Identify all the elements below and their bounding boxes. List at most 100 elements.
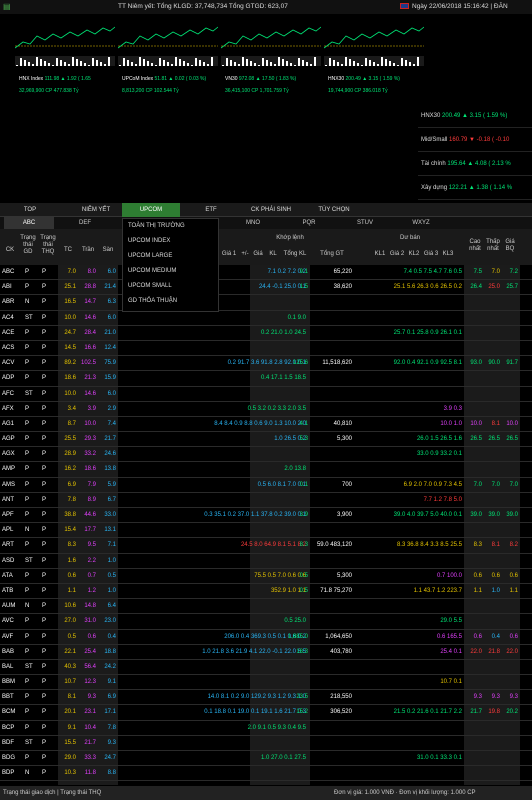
table-row[interactable]: ACE P P 24.7 28.4 21.0 0.2 21.0 1.0 24.5 25.7 0… [0,326,532,341]
status-gd: P [25,344,30,351]
status-gd: P [25,436,30,443]
index-label: HNX30 200.49 ▲ 3.15 ( 1.59 %) [328,76,400,83]
table-row[interactable]: AUM N P 10.6 14.8 6.4 [0,599,532,615]
table-row[interactable]: ATB P P 1.1 1.2 1.0 352.9 1.0 1.1 0.5 71.8 75,27… [0,584,532,600]
table-row[interactable]: AFC ST P 10.0 14.6 6.0 [0,387,532,402]
total-value: 3,900 [336,512,352,518]
table-row[interactable]: ADP P P 18.6 21.3 15.9 0.4 17.1 1.5 18.5 [0,371,532,387]
table-row[interactable]: BCM P P 20.1 23.1 17.1 0.1 18.8 0.1 19.0 0.1 1… [0,705,532,721]
status-gd: ST [25,557,33,564]
sector-index-row[interactable]: Mid/Small 160.79 ▼ -0.18 ( -0.10 [418,128,532,152]
tab-tùy-chọn[interactable]: TÙY CHỌN [318,207,350,213]
dropdown-item[interactable]: GD THỎA THUẬN [128,298,178,304]
subtab-wxyz[interactable]: WXYZ [412,220,430,226]
low-price: 26.5 [488,436,500,443]
ref-price: 27.0 [64,618,76,625]
table-row[interactable]: AFX P P 3.4 3.9 2.9 0.5 3.2 0.2 3.3 2.0 3.5 3.9… [0,402,532,417]
table-row[interactable]: ACV P P 89.2 102.5 75.9 0.2 91.7 3.6 91.8 2.8 … [0,356,532,372]
footer-legend[interactable]: Trạng thái giao dịch | Trạng thái THQ [3,790,102,796]
dropdown-item[interactable]: TOÀN THỊ TRƯỜNG [128,223,185,229]
high-price: 93.0 [470,360,482,367]
table-row[interactable]: AGP P P 25.5 29.3 21.7 1.0 26.5 0.2 5.3 5,300 26.… [0,432,532,448]
subtab-mno[interactable]: MNO [246,220,260,226]
table-row[interactable]: APL N P 15.4 17.7 13.1 [0,523,532,539]
index-chart[interactable] [324,22,424,86]
table-row[interactable]: AGX P P 28.9 33.2 24.6 33.0 0.9 33.2 0.1 [0,447,532,463]
tab-top[interactable]: TOP [23,207,37,213]
floor-price: 1.0 [107,587,116,594]
table-row[interactable]: BAL ST P 40.3 56.4 24.2 [0,660,532,676]
table-row[interactable]: BDP N P 10.3 11.8 8.8 [0,766,532,782]
table-row[interactable]: ABI P P 25.1 28.8 21.4 24.4 -0.1 25.0 0.1 1.5 38… [0,280,532,296]
table-row[interactable]: ANT P P 7.8 8.9 6.7 7.7 1.2 7.8 5.0 [0,493,532,508]
status-thq: P [42,269,47,275]
col-ask3: Giá 3 [423,251,439,257]
col-price: Giá [253,251,263,257]
floor-price: 12.4 [104,344,116,351]
dropdown-item[interactable]: UPCOM INDEX [128,238,171,244]
dropdown-item[interactable]: UPCOM LARGE [128,253,173,259]
index-chart[interactable] [221,22,321,86]
table-row[interactable]: BDT P P 10.712.39.1 4.0 9.2 0.2 10.0 10.5 1.… [0,781,532,785]
chart-icon[interactable]: ▤ [3,2,11,11]
table-row[interactable]: BBT P P 8.1 9.3 6.9 14.0 8.1 0.2 9.0 129.2 9.3… [0,690,532,706]
total-value: 40,810 [333,420,352,427]
index-change: ▲ 0.02 ( 0.03 %) [168,76,207,82]
table-row[interactable]: AMS P P 6.9 7.9 5.9 0.5 6.0 8.1 7.0 0.1 0.1 700 6… [0,478,532,493]
ceil-price: 10.0 [84,420,96,427]
floor-price: 2.9 [107,405,116,412]
tab-upcom[interactable]: UPCOM [122,203,180,217]
table-row[interactable]: BDG P P 29.0 33.3 24.7 1.0 27.0 0.1 27.5 31.0 0… [0,751,532,767]
subtab-stuv[interactable]: STUV [356,220,373,226]
status-gd: P [25,694,30,701]
table-row[interactable]: AG1 P P 8.7 10.0 7.4 8.4 8.4 0.9 8.8 0.6 9.0 1… [0,417,532,433]
ceil-price: 0.7 [87,572,96,579]
floor-price: 23.0 [104,618,116,625]
table-row[interactable]: BDF ST P 15.5 21.7 9.3 [0,736,532,751]
table-row[interactable]: ART P P 8.3 9.5 7.1 24.5 8.0 64.9 8.1 5.1 8.2 8… [0,538,532,554]
sector-index-row[interactable]: HNX30 200.49 ▲ 3.15 ( 1.59 %) [418,104,532,128]
table-row[interactable]: ABR N P 16.5 14.7 6.3 [0,295,532,311]
ceil-price: 3.9 [87,405,96,412]
table-row[interactable]: AC4 ST P 10.0 14.6 6.0 0.1 9.0 [0,311,532,326]
ref-price: 40.3 [64,663,76,670]
dropdown-item[interactable]: UPCOM SMALL [128,283,172,289]
ask-cells: 7.4 0.5 7.5 4.7 7.6 0.5 [403,269,462,275]
dropdown-item[interactable]: UPCOM MEDIUM [128,268,177,274]
ceil-price: 10.4 [84,724,96,731]
total-volume: 8.3 [299,542,308,549]
table-row[interactable]: ABC P P 7.0 8.0 6.0 7.1 0.2 7.2 0.2 9.1 65,220 7.… [0,265,532,281]
table-row[interactable]: ASD ST P 1.6 2.2 1.0 [0,554,532,569]
table-row[interactable]: ATA P P 0.6 0.7 0.5 75.5 0.5 7.0 0.6 0.6 0.5 5,3… [0,569,532,584]
subtab-def[interactable]: DEF [79,220,91,226]
tab-etf[interactable]: ETF [205,207,217,213]
ceil-price: 0.6 [87,633,96,640]
tab-niêm-yết[interactable]: NIÊM YẾT [81,207,111,213]
index-chart[interactable] [118,22,218,86]
table-row[interactable]: ACS P P 14.5 16.6 12.4 [0,341,532,357]
index-label: HNX Index 111.98 ▲ 1.92 ( 1.65 [19,76,91,83]
total-volume: 5.3 [299,436,308,443]
table-row[interactable]: BAB P P 22.1 25.4 18.8 1.0 21.8 3.6 21.9 4.1 2… [0,645,532,660]
bid-match-cells: 2.0 13.8 [284,466,306,473]
high-price: 22.0 [470,648,482,655]
index-chart[interactable] [15,22,115,86]
table-row[interactable]: AVC P P 27.0 31.0 23.0 0.5 25.0 29.0 5.5 [0,614,532,630]
subtab-abc[interactable]: ABC [4,217,54,229]
table-row[interactable]: APF P P 38.8 44.6 33.0 0.3 35.1 0.2 37.0 1.1 3… [0,508,532,524]
table-row[interactable]: BCP P P 9.1 10.4 7.8 2.0 9.1 0.5 9.3 0.4 9.5 [0,721,532,736]
table-row[interactable]: AVF P P 0.5 0.6 0.4 206.0 0.4 369.3 0.5 0.1 0.… [0,630,532,645]
sector-index-row[interactable]: Tài chính 195.64 ▲ 4.08 ( 2.13 % [418,152,532,176]
subtab-pqr[interactable]: PQR [302,220,316,226]
uk-flag-icon[interactable] [400,3,409,10]
floor-price: 6.9 [107,694,116,701]
index-stats: 36,415,100 CP 1,701.759 Tỷ [225,88,289,94]
table-row[interactable]: BBM P P 10.7 12.3 9.1 10.7 0.1 [0,675,532,691]
bid-match-cells: 1.0 21.8 3.6 21.9 4.1 22.0 -0.1 22.0 6.5 [202,648,306,655]
tab-ck-phái-sinh[interactable]: CK PHÁI SINH [250,207,291,213]
sector-index-row[interactable]: Xây dựng 122.21 ▲ 1.38 ( 1.14 % [418,176,532,200]
bid-match-cells: 0.5 6.0 8.1 7.0 0.1 [257,481,306,488]
ceil-price: 18.6 [84,466,96,473]
stock-code: AMP [2,466,16,473]
table-row[interactable]: AMP P P 16.2 18.6 13.8 2.0 13.8 [0,462,532,478]
